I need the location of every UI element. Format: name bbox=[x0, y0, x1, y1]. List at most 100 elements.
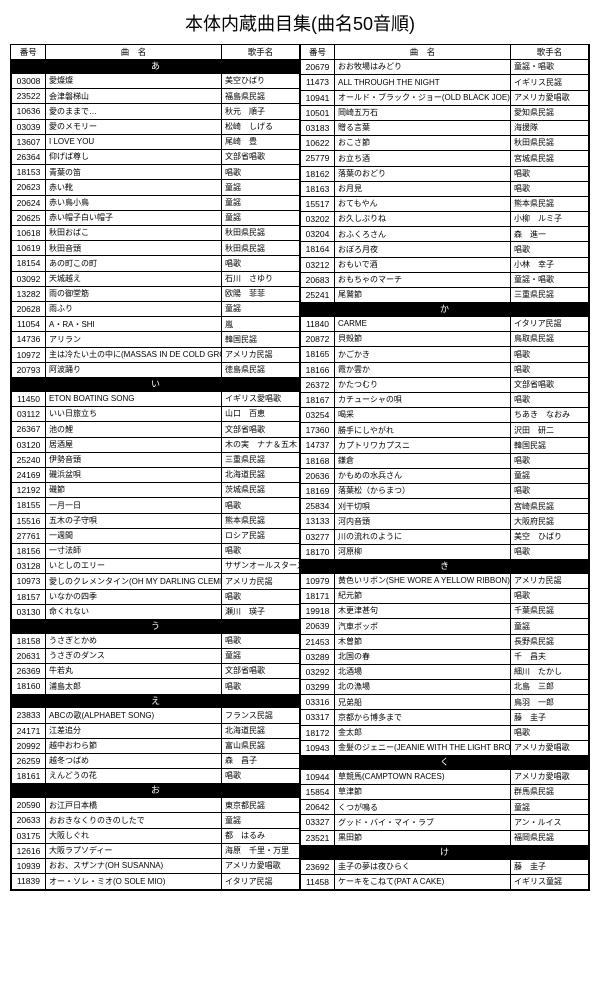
song-number: 03254 bbox=[301, 408, 335, 423]
song-number: 03204 bbox=[301, 227, 335, 242]
singer-name: 童謡 bbox=[511, 800, 589, 815]
song-title: 浦島太郎 bbox=[46, 679, 222, 694]
table-row: 26259越冬つばめ森 昌子 bbox=[12, 753, 300, 768]
table-row: 25241尾鷲節三重県民謡 bbox=[301, 288, 589, 303]
song-title: 主は冷たい土の中に(MASSAS IN DE COLD GROUND) bbox=[46, 347, 222, 362]
singer-name: 東京都民謡 bbox=[222, 798, 300, 813]
table-row: 18163お月見唱歌 bbox=[301, 181, 589, 196]
singer-name: 唱歌 bbox=[222, 543, 300, 558]
song-title: おふくろさん bbox=[335, 227, 511, 242]
song-title: おこさ節 bbox=[335, 136, 511, 151]
song-number: 20793 bbox=[12, 362, 46, 377]
table-row: 03277川の流れのように美空 ひばり bbox=[301, 529, 589, 544]
singer-name: サザンオールスターズ bbox=[222, 559, 300, 574]
song-title: 刈干切唄 bbox=[335, 499, 511, 514]
song-number: 18172 bbox=[301, 725, 335, 740]
singer-name: 秋田県民謡 bbox=[222, 241, 300, 256]
table-row: 18165かごかき唱歌 bbox=[301, 347, 589, 362]
song-title: 大阪ラプソディー bbox=[46, 843, 222, 858]
singer-name: 群馬県民謡 bbox=[511, 785, 589, 800]
singer-name: 大阪府民謡 bbox=[511, 514, 589, 529]
song-title: おてもやん bbox=[335, 196, 511, 211]
table-row: 26364仰げば尊し文部省唱歌 bbox=[12, 150, 300, 165]
table-row: 20793阿波踊り徳島県民謡 bbox=[12, 362, 300, 377]
table-row: 03316兄弟船鳥羽 一郎 bbox=[301, 695, 589, 710]
song-number: 23833 bbox=[12, 708, 46, 723]
table-row: 03212おもいで酒小林 幸子 bbox=[301, 257, 589, 272]
song-number: 20992 bbox=[12, 738, 46, 753]
table-row: 10618秋田おばこ秋田県民謡 bbox=[12, 226, 300, 241]
table-row: 18168鎌倉唱歌 bbox=[301, 453, 589, 468]
song-title: 一月一日 bbox=[46, 498, 222, 513]
table-row: 14736アリラン韓国民謡 bbox=[12, 332, 300, 347]
table-row: 03317京都から博多まで藤 圭子 bbox=[301, 710, 589, 725]
singer-name: 鳥羽 一郎 bbox=[511, 695, 589, 710]
singer-name: アメリカ民謡 bbox=[511, 573, 589, 588]
section-header: い bbox=[12, 378, 300, 392]
song-title: カチューシャの唄 bbox=[335, 392, 511, 407]
table-row: 10979黄色いリボン(SHE WORE A YELLOW RIBBON)アメリ… bbox=[301, 573, 589, 588]
song-title: 天城越え bbox=[46, 271, 222, 286]
song-number: 03120 bbox=[12, 437, 46, 452]
song-title: 黄色いリボン(SHE WORE A YELLOW RIBBON) bbox=[335, 573, 511, 588]
song-title: 木曽節 bbox=[335, 634, 511, 649]
singer-name: イタリア民謡 bbox=[222, 874, 300, 890]
table-row: 10943金髪のジェニー(JEANIE WITH THE LIGHT BROWN… bbox=[301, 740, 589, 755]
singer-name: 千 昌夫 bbox=[511, 649, 589, 664]
singer-name: 童謡 bbox=[222, 648, 300, 663]
table-row: 18172金太郎唱歌 bbox=[301, 725, 589, 740]
table-row: 23522会津磐梯山福島県民謡 bbox=[12, 89, 300, 104]
song-number: 23522 bbox=[12, 89, 46, 104]
table-row: 19918木更津甚句千葉県民謡 bbox=[301, 604, 589, 619]
singer-name: 石川 さゆり bbox=[222, 271, 300, 286]
song-number: 26369 bbox=[12, 664, 46, 679]
song-title: 黒田節 bbox=[335, 830, 511, 845]
song-number: 24169 bbox=[12, 467, 46, 482]
table-row: 24171江差追分北海道民謡 bbox=[12, 723, 300, 738]
song-title: うさぎとかめ bbox=[46, 633, 222, 648]
song-title: いとしのエリー bbox=[46, 559, 222, 574]
song-title: 汽車ポッポ bbox=[335, 619, 511, 634]
table-row: 23521黒田節福岡県民謡 bbox=[301, 830, 589, 845]
song-number: 20623 bbox=[12, 180, 46, 195]
song-title: 北の漁場 bbox=[335, 680, 511, 695]
singer-name: 富山県民謡 bbox=[222, 738, 300, 753]
col-header-song: 曲 名 bbox=[335, 45, 511, 60]
singer-name: 松崎 しげる bbox=[222, 119, 300, 134]
song-title: 命くれない bbox=[46, 604, 222, 619]
song-title: 草競馬(CAMPTOWN RACES) bbox=[335, 769, 511, 784]
singer-name: 北海道民謡 bbox=[222, 723, 300, 738]
song-number: 21453 bbox=[301, 634, 335, 649]
table-row: 03175大阪しぐれ都 はるみ bbox=[12, 828, 300, 843]
song-number: 18156 bbox=[12, 543, 46, 558]
table-row: 23692圭子の夢は夜ひらく藤 圭子 bbox=[301, 859, 589, 874]
singer-name: 秋田県民謡 bbox=[222, 226, 300, 241]
singer-name: アン・ルイス bbox=[511, 815, 589, 830]
table-row: 10973愛しのクレメンタイン(OH MY DARLING CLEMENTINE… bbox=[12, 574, 300, 589]
song-number: 27761 bbox=[12, 528, 46, 543]
song-title: 赤い靴 bbox=[46, 180, 222, 195]
table-row: 20872貝殻節鳥取県民謡 bbox=[301, 332, 589, 347]
table-row: 15854草津節群馬県民謡 bbox=[301, 785, 589, 800]
table-row: 18156一寸法師唱歌 bbox=[12, 543, 300, 558]
song-number: 24171 bbox=[12, 723, 46, 738]
song-title: 秋田音頭 bbox=[46, 241, 222, 256]
song-title: 愛しのクレメンタイン(OH MY DARLING CLEMENTINE) bbox=[46, 574, 222, 589]
singer-name: 千葉県民謡 bbox=[511, 604, 589, 619]
table-row: 10941オールド・ブラック・ジョー(OLD BLACK JOE)アメリカ愛唱歌 bbox=[301, 90, 589, 105]
song-title: カプトリワカプスニ bbox=[335, 438, 511, 453]
singer-name: 海援隊 bbox=[511, 120, 589, 135]
song-title: 一寸法師 bbox=[46, 543, 222, 558]
table-row: 11450ETON BOATING SONGイギリス愛唱歌 bbox=[12, 391, 300, 406]
table-row: 20642くつが鳴る童謡 bbox=[301, 800, 589, 815]
singer-name: 唱歌 bbox=[511, 242, 589, 257]
table-row: 10939おお、スザンナ(OH SUSANNA)アメリカ愛唱歌 bbox=[12, 859, 300, 874]
table-row: 18154あの町この町唱歌 bbox=[12, 256, 300, 271]
singer-name: 三重県民謡 bbox=[511, 288, 589, 303]
singer-name: 唱歌 bbox=[511, 588, 589, 603]
song-number: 10618 bbox=[12, 226, 46, 241]
singer-name: 唱歌 bbox=[511, 484, 589, 499]
table-row: 18164おぼろ月夜唱歌 bbox=[301, 242, 589, 257]
song-title: 会津磐梯山 bbox=[46, 89, 222, 104]
singer-name: 森 進一 bbox=[511, 227, 589, 242]
